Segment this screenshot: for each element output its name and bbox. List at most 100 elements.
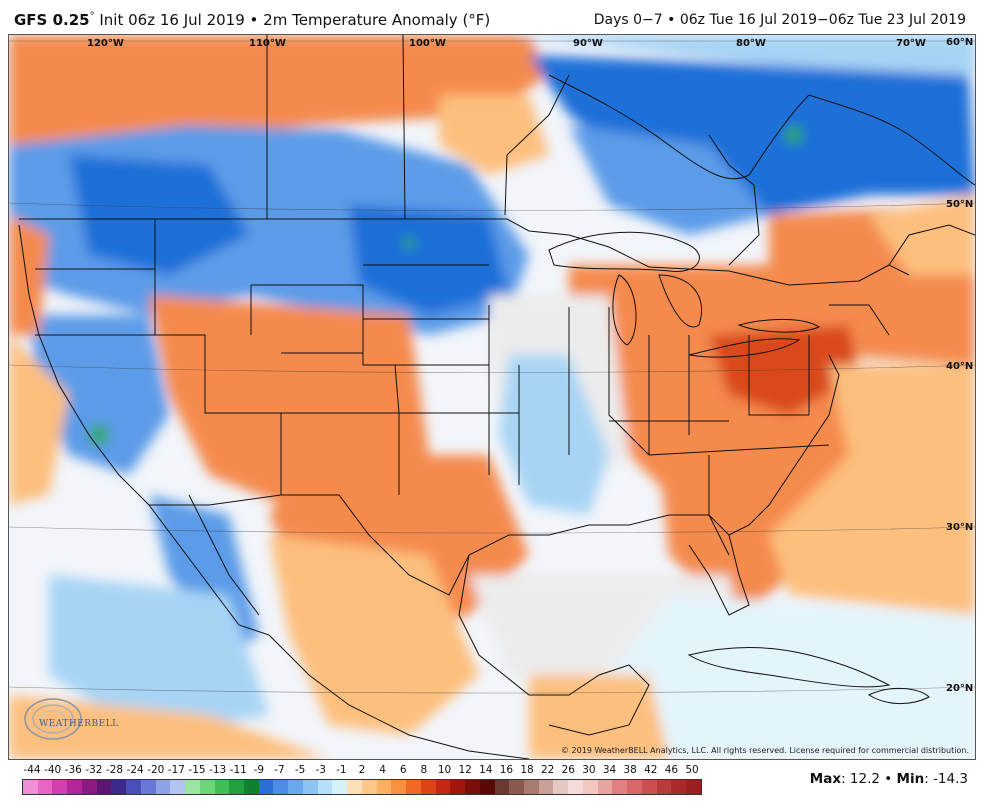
scale-swatch [641,780,657,794]
graticule [9,40,975,694]
scale-bar [22,779,702,795]
scale-swatch [479,780,495,794]
lon-label-100w: 100°W [409,38,446,49]
scale-swatch [376,780,392,794]
scale-swatch [627,780,642,794]
scale-swatch [553,780,569,794]
scale-swatch [465,780,480,794]
scale-swatch [111,780,127,794]
scale-swatch [199,780,215,794]
lon-label-120w: 120°W [87,38,124,49]
lon-label-70w: 70°W [896,38,926,49]
scale-swatch [126,780,141,794]
anomaly-field [9,35,975,759]
scale-swatch [244,780,259,794]
scale-label: 46 [664,764,679,776]
scale-label: -40 [44,764,62,776]
scale-swatch [686,780,701,794]
scale-swatch [332,780,348,794]
scale-label: 12 [458,764,472,776]
scale-swatch [288,780,303,794]
max-label: Max [809,771,842,787]
scale-label: 6 [399,764,407,776]
scale-swatch [391,780,407,794]
scale-label: 30 [582,764,596,776]
scale-swatch [612,780,628,794]
header-bullet: • [249,11,259,29]
scale-swatch [302,780,318,794]
scale-swatch [317,780,333,794]
scale-label: -5 [294,764,306,776]
scale-swatch [671,780,687,794]
scale-swatch [582,780,598,794]
lon-label-90w: 90°W [573,38,603,49]
scale-swatch [450,780,466,794]
lat-label-20n: 20°N [946,683,974,694]
scale-swatch [523,780,539,794]
scale-label: 26 [561,764,575,776]
scale-label: -15 [188,764,206,776]
scale-swatch [23,780,38,794]
logo-text: WEATHERBELL [39,719,119,729]
scale-label: -17 [167,764,185,776]
scale-swatch [81,780,97,794]
scale-label: -13 [209,764,227,776]
scale-label: -32 [85,764,103,776]
scale-label: 38 [623,764,637,776]
map-canvas [9,35,975,759]
scale-swatch [420,780,436,794]
scale-swatch [67,780,82,794]
scale-swatch [347,780,362,794]
scale-label: 14 [479,764,493,776]
scale-label: -1 [336,764,347,776]
scale-swatch [37,780,53,794]
scale-label: 16 [499,764,514,776]
copyright-notice: © 2019 WeatherBELL Analytics, LLC. All r… [561,746,969,755]
stats-separator: • [884,771,893,787]
lat-label-40n: 40°N [946,361,974,372]
scale-swatch [568,780,583,794]
scale-swatch [435,780,451,794]
scale-labels: -44 -40 -36 -32 -28 -24 -20 -17 -15 -13 -11 -9 -7 -5 -… [22,764,702,778]
political-borders [18,35,975,759]
lat-label-30n: 30°N [946,522,974,533]
scale-swatch [406,780,421,794]
scale-label: 34 [602,764,617,776]
min-value: -14.3 [933,771,968,787]
scale-swatch [185,780,200,794]
field-name: 2m Temperature Anomaly (°F) [263,11,491,29]
scale-label: 8 [420,764,428,776]
scale-label: -7 [274,764,285,776]
scale-label: -44 [23,764,41,776]
scale-label: 2 [358,764,366,776]
max-min-stats: Max: 12.2 • Min: -14.3 [809,771,968,787]
scale-label: -36 [64,764,82,776]
scale-swatch [656,780,672,794]
scale-label: 4 [379,764,386,776]
header-title: GFS 0.25° Init 06z 16 Jul 2019 • 2m Temp… [14,11,490,29]
color-scale: -44 -40 -36 -32 -28 -24 -20 -17 -15 -13 -11 -9 -7 -5 -… [22,764,702,804]
scale-swatch [170,780,186,794]
lat-label-50n: 50°N [946,199,974,210]
scale-label: -20 [147,764,165,776]
scale-label: -11 [229,764,247,776]
scale-label: -24 [126,764,144,776]
scale-swatch [214,780,230,794]
scale-swatch [96,780,112,794]
scale-swatch [258,780,274,794]
model-name: GFS 0.25 [14,11,90,29]
scale-label: -28 [105,764,124,776]
scale-swatch [509,780,524,794]
scale-label: 50 [685,764,699,776]
scale-swatch [361,780,377,794]
scale-swatch [273,780,289,794]
scale-label: -9 [253,764,265,776]
scale-label: 22 [540,764,555,776]
valid-range: Days 0−7 • 06z Tue 16 Jul 2019−06z Tue 2… [593,12,966,28]
scale-swatch [155,780,171,794]
min-label: Min [896,771,925,787]
lat-label-60n: 60°N [946,37,974,48]
scale-swatch [52,780,68,794]
scale-label: 10 [437,764,452,776]
scale-swatch [538,780,554,794]
